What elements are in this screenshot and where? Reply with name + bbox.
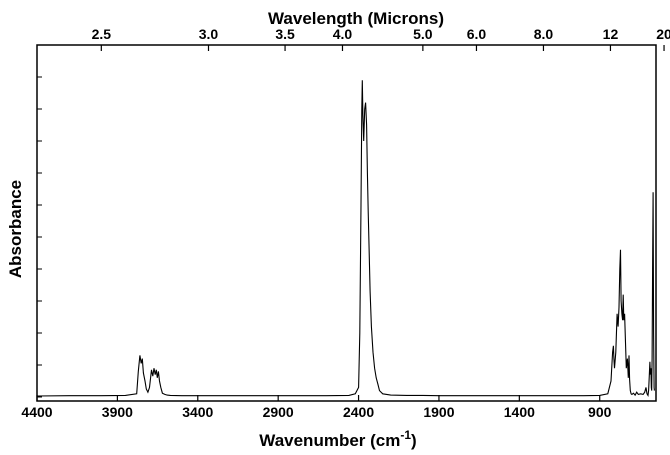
x-axis-title-close: )	[411, 431, 417, 450]
top-tick-label: 8.0	[534, 26, 554, 42]
top-tick-label: 3.0	[199, 26, 219, 42]
x-tick-label: 3400	[182, 404, 213, 420]
top-tick-label: 3.5	[275, 26, 295, 42]
spectrum-line	[37, 80, 654, 396]
top-tick-label: 6.0	[467, 26, 487, 42]
y-axis-title: Absorbance	[6, 180, 25, 278]
top-tick-label: 4.0	[333, 26, 353, 42]
top-axis-ticks: 2.5 3.0 3.5 4.0 5.0 6.0 8.0 12 20	[92, 26, 670, 51]
plot-frame	[37, 45, 656, 401]
top-tick-label: 12	[603, 26, 619, 42]
x-tick-label: 3900	[102, 404, 133, 420]
bottom-axis-ticks: 4400 3900 3400 2900 2400 1900 1400 900	[21, 395, 611, 420]
top-tick-label: 2.5	[92, 26, 112, 42]
x-tick-label: 900	[588, 404, 612, 420]
x-axis-title-superscript: -1	[400, 428, 411, 442]
x-tick-label: 2900	[263, 404, 294, 420]
x-axis-title-main: Wavenumber (cm	[259, 431, 400, 450]
x-tick-label: 1400	[504, 404, 535, 420]
top-tick-label: 5.0	[413, 26, 433, 42]
x-tick-label: 2400	[343, 404, 374, 420]
top-tick-label: 20	[656, 26, 670, 42]
top-axis-title: Wavelength (Microns)	[268, 9, 444, 28]
x-axis-title: Wavenumber (cm-1)	[259, 428, 416, 450]
x-tick-label: 1900	[423, 404, 454, 420]
x-tick-label: 4400	[21, 404, 52, 420]
